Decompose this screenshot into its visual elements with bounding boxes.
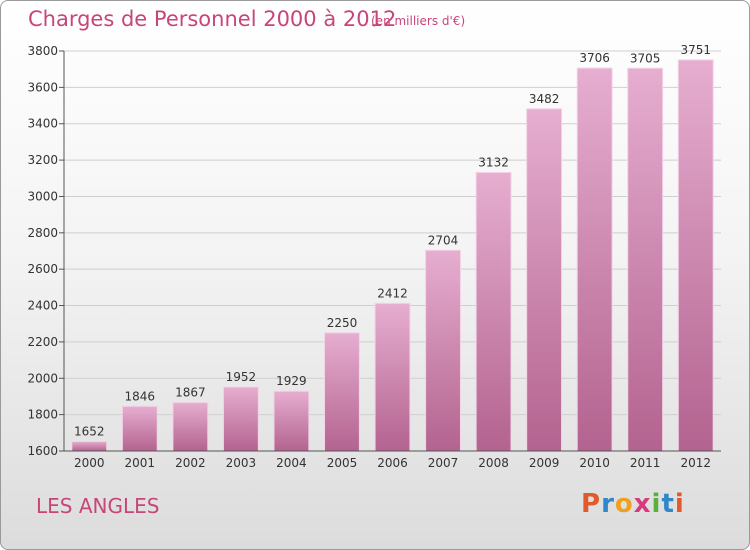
y-tick-label: 1600 [27, 444, 58, 458]
chart-title: Charges de Personnel 2000 à 2012 [28, 7, 397, 31]
bar [121, 405, 158, 452]
x-tick-label: 2005 [327, 456, 358, 470]
y-tick-label: 3800 [27, 44, 58, 58]
y-tick-label: 3200 [27, 153, 58, 167]
data-label: 3482 [529, 92, 560, 106]
bar [576, 67, 613, 452]
logo-letter: i [674, 489, 685, 519]
bar [677, 59, 714, 452]
data-label: 1652 [74, 425, 105, 439]
data-label: 1846 [125, 389, 156, 403]
logo-letter: i [651, 489, 662, 519]
data-label: 3132 [478, 155, 509, 169]
x-tick-label: 2003 [226, 456, 257, 470]
bar [475, 171, 512, 452]
y-tick-label: 2600 [27, 262, 58, 276]
y-tick-label: 3400 [27, 117, 58, 131]
data-label: 1952 [226, 370, 257, 384]
y-tick-label: 2400 [27, 299, 58, 313]
data-label: 1929 [276, 374, 307, 388]
commune-name: LES ANGLES [36, 494, 160, 518]
chart-subtitle: (en milliers d'€) [371, 14, 466, 28]
y-tick-label: 3600 [27, 80, 58, 94]
y-tick-label: 2000 [27, 371, 58, 385]
data-label: 2250 [327, 316, 358, 330]
data-label: 3705 [630, 51, 661, 65]
y-tick-label: 1800 [27, 408, 58, 422]
bar [526, 108, 563, 452]
x-tick-label: 2010 [579, 456, 610, 470]
x-tick-label: 2007 [428, 456, 459, 470]
x-tick-label: 2006 [377, 456, 408, 470]
bar [324, 332, 360, 452]
proxiti-logo: Proxiti [581, 489, 685, 519]
bar [627, 67, 664, 452]
data-label: 1867 [175, 385, 206, 399]
logo-letter: x [633, 489, 652, 519]
x-tick-label: 2011 [630, 456, 661, 470]
logo-letter: o [614, 489, 634, 519]
logo-letter: r [601, 489, 615, 519]
data-label: 3706 [579, 51, 610, 65]
bar [273, 390, 310, 452]
bar [222, 386, 259, 452]
bar [71, 441, 108, 452]
axes: 1600 1800 2000 2200 2400 2600 2800 3000 3200 3400… [27, 44, 721, 470]
y-tick-label: 2800 [27, 226, 58, 240]
logo-letter: t [661, 489, 675, 519]
bar [374, 302, 411, 452]
x-tick-label: 2008 [478, 456, 509, 470]
data-label: 2412 [377, 286, 408, 300]
data-label: 2704 [428, 233, 459, 247]
logo-letter: P [581, 489, 602, 519]
x-tick-label: 2012 [680, 456, 711, 470]
x-tick-label: 2000 [74, 456, 105, 470]
y-tick-label: 3000 [27, 189, 58, 203]
x-tick-label: 2002 [175, 456, 206, 470]
bars: 1652 1846 1867 1952 1929 2250 2412 2704 3132 3482… [71, 43, 714, 452]
x-tick-label: 2001 [125, 456, 156, 470]
bar [425, 249, 461, 452]
bar [172, 401, 209, 452]
data-label: 3751 [680, 43, 711, 57]
x-tick-label: 2004 [276, 456, 307, 470]
y-tick-label: 2200 [27, 335, 58, 349]
x-tick-label: 2009 [529, 456, 560, 470]
